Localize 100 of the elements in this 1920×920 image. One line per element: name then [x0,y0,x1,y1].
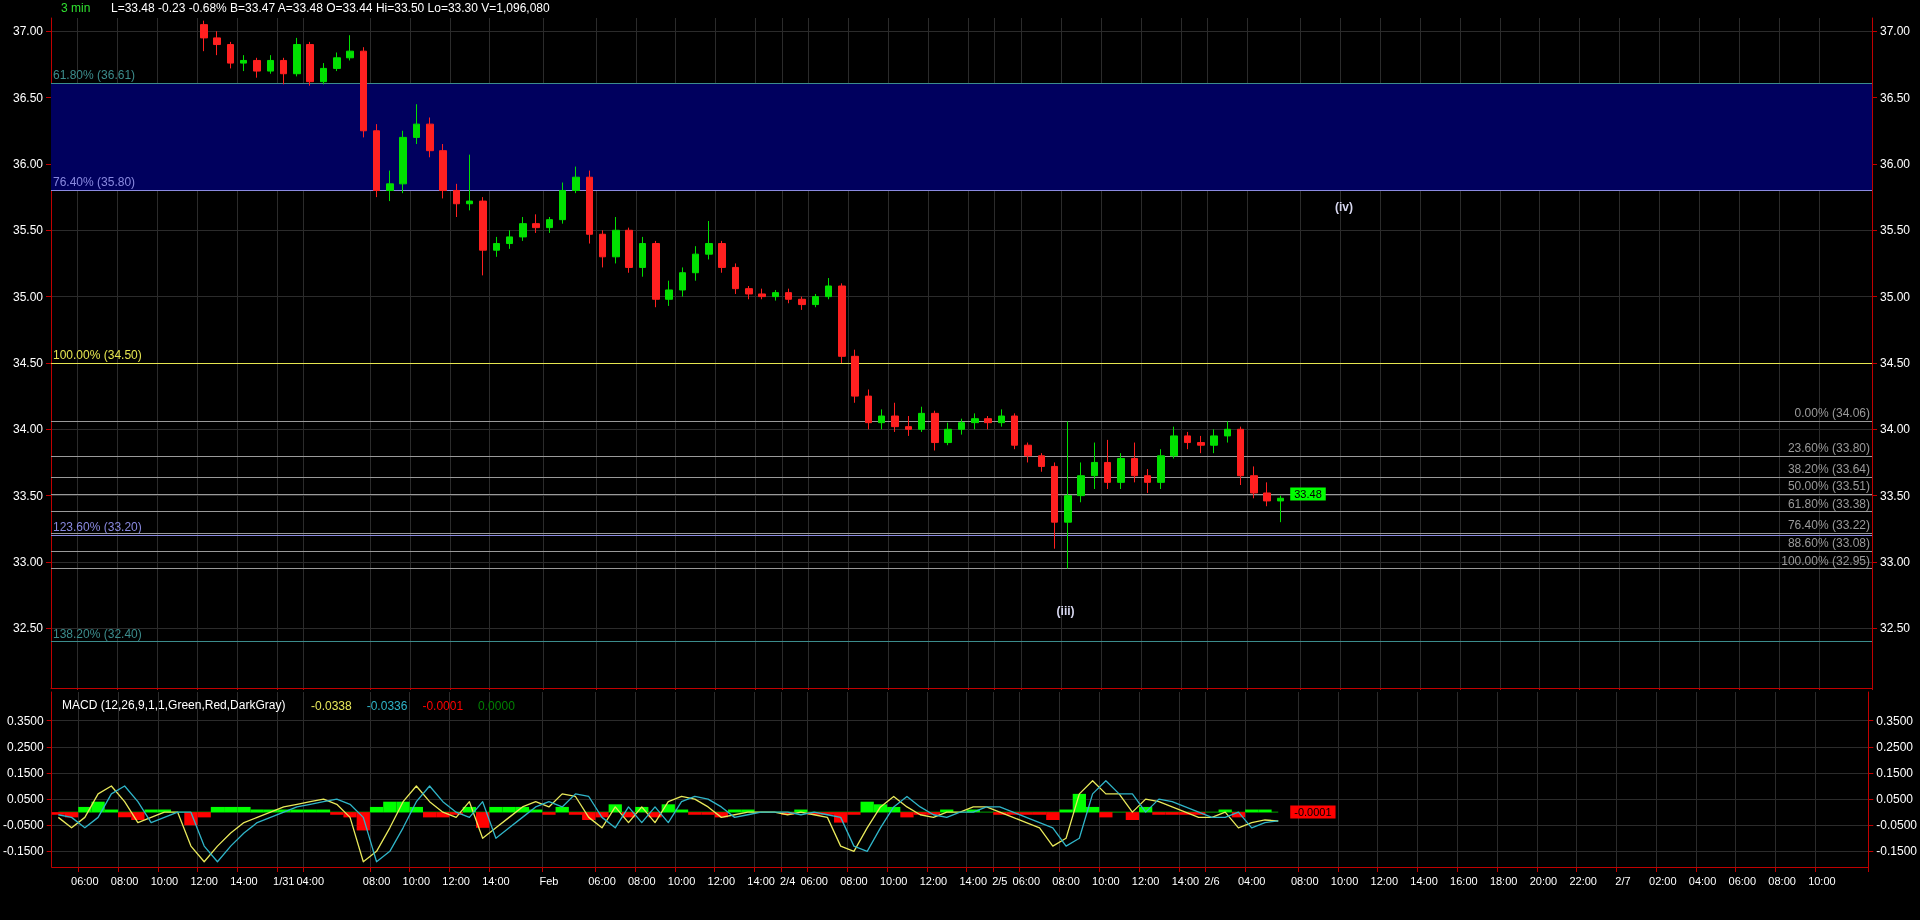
x-tick-label: 02:00 [1649,874,1677,887]
y-tick-label: 0.0500 [7,792,45,807]
y-tick-label: 33.00 [12,554,44,569]
x-tick-label: 10:00 [150,874,179,887]
y2-tick-label: 36.00 [1880,156,1911,171]
ref-line-label: 61.80% (33.38) [1787,496,1870,511]
ref-line-label: 138.20% (32.40) [53,626,142,641]
y-tick-label: 36.00 [12,156,44,171]
y2-tick-label: 0.0500 [1876,792,1914,807]
ref-line-label: 50.00% (33.51) [1787,479,1870,494]
text: MACD (12,26,9,1,1,Green,Red,DarkGray) [62,698,286,712]
x-tick-label: 16:00 [1450,874,1478,887]
ref-line-label: 100.00% (32.95) [1781,553,1870,568]
y2-tick-label: 0.3500 [1876,713,1914,728]
y-tick-label: 35.00 [12,289,44,304]
x-tick-label: 14:00 [482,874,510,887]
x-tick-label: 22:00 [1569,874,1597,887]
y-tick-label: 34.00 [12,422,44,437]
y-tick-label: 34.50 [12,355,44,370]
x-tick-label: 18:00 [1489,874,1518,887]
x-tick-label: 10:00 [1092,874,1120,887]
x-tick-label: 2/6 [1204,874,1220,887]
text: -0.0338 [311,699,353,713]
y-tick-label: 0.3500 [7,713,45,728]
x-tick-label: 06:00 [588,874,616,887]
x-tick-label: 06:00 [71,874,99,887]
y2-tick-label: 35.50 [1880,223,1911,238]
x-tick-label: Feb [539,874,559,887]
y-tick-label: 36.50 [12,90,44,105]
x-tick-label: 04:00 [296,874,325,887]
y-tick-label: 0.2500 [7,739,45,754]
y2-tick-label: -0.1500 [1876,844,1918,859]
y2-tick-label: 34.00 [1880,422,1911,437]
x-tick-label: 10:00 [402,874,431,887]
x-tick-label: 08:00 [840,874,868,887]
x-tick-label: 12:00 [190,874,218,887]
chart-title: 3 min [61,1,91,15]
ref-line-label: 76.40% (35.80) [53,175,136,190]
y2-tick-label: -0.0500 [1876,818,1918,833]
x-tick-label: 14:00 [959,874,988,887]
x-tick-label: 14:00 [1410,874,1438,887]
annotation: 33.48 [1294,488,1322,501]
x-tick-label: 06:00 [800,874,828,887]
x-tick-label: 2/5 [992,874,1008,887]
y-tick-label: 37.00 [12,24,44,39]
y-tick-label: -0.0500 [3,818,45,833]
x-tick-label: 1/31 [273,874,295,887]
ref-line-label: 76.40% (33.22) [1787,517,1870,532]
ref-line-label: 23.60% (33.80) [1787,440,1870,455]
ref-line-label: 88.60% (33.08) [1787,536,1870,551]
x-tick-label: 08:00 [628,874,656,887]
x-tick-label: 04:00 [1237,874,1266,887]
x-tick-label: 10:00 [879,874,908,887]
x-tick-label: 12:00 [1370,874,1399,887]
y2-tick-label: 0.1500 [1876,765,1914,780]
ref-line-label: 61.80% (36.61) [53,68,136,83]
x-tick-label: 12:00 [919,874,948,887]
x-tick-label: 08:00 [362,874,391,887]
ref-line-label: 100.00% (34.50) [53,347,142,362]
x-tick-label: 08:00 [1768,874,1796,887]
x-tick-label: 10:00 [1808,874,1836,887]
x-tick-label: 10:00 [1330,874,1359,887]
y2-tick-label: 0.2500 [1876,739,1914,754]
series-label: -0.0001 [1294,805,1332,818]
x-tick-label: 06:00 [1012,874,1041,887]
x-tick-label: 2/7 [1615,874,1631,887]
x-tick-label: 12:00 [1131,874,1160,887]
x-tick-label: 14:00 [230,874,258,887]
x-tick-label: 12:00 [707,874,736,887]
y-tick-label: -0.1500 [3,844,45,859]
y-tick-label: 32.50 [12,621,44,636]
x-tick-label: 08:00 [110,874,139,887]
ref-line-label: 38.20% (33.64) [1787,462,1870,477]
x-tick-label: 08:00 [1052,874,1080,887]
x-tick-label: 14:00 [747,874,775,887]
x-tick-label: 08:00 [1290,874,1319,887]
x-tick-label: 12:00 [442,874,470,887]
y-tick-label: 33.50 [12,488,44,503]
x-tick-label: 04:00 [1688,874,1717,887]
y-tick-label: 0.1500 [7,765,45,780]
x-tick-label: 2/4 [779,874,796,887]
y2-tick-label: 33.00 [1880,554,1911,569]
annotation: -0.0001 [422,699,464,713]
x-tick-label: 06:00 [1728,874,1757,887]
text: -0.0336 [366,699,408,713]
y2-tick-label: 32.50 [1880,621,1911,636]
y-tick-label: 35.50 [12,223,44,238]
x-tick-label: 20:00 [1529,874,1558,887]
y2-tick-label: 35.00 [1880,289,1911,304]
annotation: (iii) [1056,603,1075,618]
chart-subtitle: L=33.48 -0.23 -0.68% B=33.47 A=33.48 O=33.44 Hi=33.50 Lo=33.30 V=1,096,080 [111,1,551,15]
ref-line-label: 0.00% (34.06) [1794,406,1870,421]
y2-tick-label: 37.00 [1880,24,1911,39]
x-tick-label: 10:00 [667,874,696,887]
text: 0.0000 [478,699,516,713]
x-tick-label: 14:00 [1171,874,1200,887]
y2-tick-label: 33.50 [1880,488,1911,503]
y2-tick-label: 36.50 [1880,90,1911,105]
y2-tick-label: 34.50 [1880,355,1911,370]
annotation: (iv) [1335,200,1353,214]
